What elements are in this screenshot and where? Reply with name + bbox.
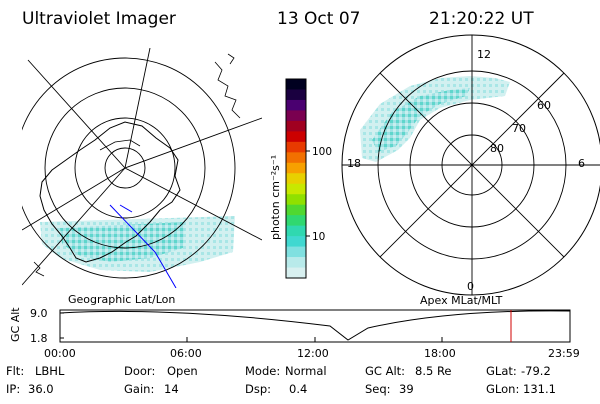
mlt-label-0: 0	[467, 280, 474, 293]
status-key-gain: Gain:	[124, 382, 154, 396]
status-value-seq: 39	[399, 382, 414, 396]
colorbar-swatch	[286, 173, 306, 185]
colorbar-swatch	[286, 246, 306, 258]
colorbar-swatch	[286, 183, 306, 195]
status-value-flt: LBHL	[35, 364, 65, 378]
altitude-xtick-2359: 23:59	[548, 347, 580, 360]
altitude-xtick-1200: 12:00	[297, 347, 329, 360]
colorbar-swatch	[286, 89, 306, 101]
status-key-seq: Seq:	[365, 382, 391, 396]
colorbar-swatch	[286, 194, 306, 206]
mlat-label-80: 80	[490, 142, 504, 155]
colorbar-swatch	[286, 204, 306, 216]
colorbar-swatch	[286, 162, 306, 174]
mlt-label-12: 12	[477, 48, 491, 61]
status-value-mode: Normal	[285, 364, 327, 378]
mlt-label-6: 6	[578, 157, 585, 170]
status-value-ip: 36.0	[28, 382, 54, 396]
date-label: 13 Oct 07	[277, 9, 360, 29]
magnetic-map	[341, 34, 600, 296]
aurora-band-inner	[60, 222, 185, 262]
aurora-oval-inner	[372, 88, 470, 152]
status-key-glat: GLat:	[486, 364, 517, 378]
colorbar-swatch	[286, 99, 306, 112]
altitude-ytick-1-8: 1.8	[30, 332, 48, 345]
colorbar-swatch	[286, 215, 306, 227]
status-row-2: IP: 36.0 Gain: 14 Dsp: 0.4 Seq: 39 GLon:…	[6, 382, 556, 396]
status-value-gain: 14	[164, 382, 179, 396]
mlt-label-18: 18	[347, 157, 361, 170]
colorbar	[285, 78, 307, 279]
status-value-door: Open	[167, 364, 198, 378]
colorbar-tick-10: 10	[312, 231, 325, 243]
mlat-label-70: 70	[512, 122, 526, 135]
altitude-plot	[59, 309, 571, 343]
mlat-label-60: 60	[537, 99, 551, 112]
right-map-caption: Apex MLat/MLT	[420, 294, 503, 307]
status-value-glat: -79.2	[521, 364, 551, 378]
time-label: 21:20:22 UT	[429, 9, 534, 29]
altitude-axis-label: GC Alt	[9, 307, 22, 342]
colorbar-swatch	[286, 131, 306, 143]
status-row-1: Flt: LBHL Door: Open Mode: Normal GC Alt…	[6, 364, 551, 378]
colorbar-unit-label: photon cm⁻²s⁻¹	[269, 155, 282, 240]
status-value-dsp: 0.4	[289, 382, 307, 396]
altitude-ytick-9: 9.0	[30, 307, 48, 320]
status-value-glon: 131.1	[523, 382, 556, 396]
altitude-xtick-0600: 06:00	[170, 347, 202, 360]
status-key-glon: GLon:	[486, 382, 519, 396]
colorbar-swatch	[286, 141, 306, 153]
colorbar-swatch	[286, 79, 306, 91]
altitude-curve	[59, 310, 571, 341]
colorbar-frame	[285, 78, 307, 279]
colorbar-swatch	[286, 110, 306, 122]
colorbar-swatch	[286, 225, 306, 237]
colorbar-swatch	[286, 120, 306, 132]
colorbar-swatch	[286, 236, 306, 248]
colorbar-swatch	[286, 267, 306, 279]
altitude-xtick-1800: 18:00	[424, 347, 456, 360]
left-map-caption: Geographic Lat/Lon	[68, 293, 175, 306]
status-key-mode: Mode:	[245, 364, 280, 378]
satellite-track	[109, 204, 177, 288]
status-key-door: Door:	[124, 364, 155, 378]
colorbar-swatch	[286, 257, 306, 269]
status-key-gcalt: GC Alt:	[365, 364, 405, 378]
colorbar-swatch	[286, 152, 306, 164]
altitude-xtick-0000: 00:00	[44, 347, 76, 360]
status-key-flt: Flt:	[6, 364, 24, 378]
instrument-title: Ultraviolet Imager	[22, 9, 176, 29]
status-key-ip: IP:	[6, 382, 20, 396]
geographic-map	[22, 48, 262, 288]
status-value-gcalt: 8.5 Re	[415, 364, 452, 378]
colorbar-tick-100: 100	[312, 146, 332, 158]
status-key-dsp: Dsp:	[245, 382, 271, 396]
